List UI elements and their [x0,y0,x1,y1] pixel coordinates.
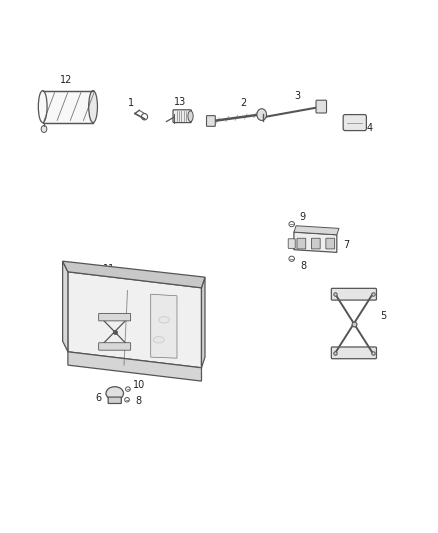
Text: 1: 1 [128,98,134,108]
FancyBboxPatch shape [326,238,335,249]
FancyBboxPatch shape [173,110,191,123]
Ellipse shape [153,337,164,343]
Text: 3: 3 [294,91,300,101]
Polygon shape [68,352,201,381]
Polygon shape [294,226,339,235]
Text: 9: 9 [300,212,306,222]
Ellipse shape [106,387,124,400]
FancyBboxPatch shape [343,115,367,131]
FancyBboxPatch shape [108,397,121,403]
FancyBboxPatch shape [99,343,131,350]
Polygon shape [294,232,337,252]
Text: 12: 12 [60,75,72,85]
Ellipse shape [188,111,193,122]
Bar [42,91,93,123]
FancyBboxPatch shape [332,288,376,300]
Text: 11: 11 [103,264,116,274]
Text: 5: 5 [380,311,387,320]
FancyBboxPatch shape [99,313,131,321]
Text: 2: 2 [240,99,246,108]
FancyBboxPatch shape [297,238,306,249]
Text: 10: 10 [133,380,145,390]
FancyBboxPatch shape [207,116,215,126]
Text: 8: 8 [300,261,307,271]
Polygon shape [68,272,201,368]
Ellipse shape [41,126,47,132]
Ellipse shape [88,91,97,123]
Text: 8: 8 [136,396,142,406]
Ellipse shape [159,317,170,323]
FancyBboxPatch shape [288,239,295,248]
Polygon shape [63,261,205,288]
Text: 7: 7 [343,240,350,249]
FancyBboxPatch shape [316,100,326,113]
Polygon shape [151,294,177,358]
Text: 4: 4 [367,123,373,133]
Text: 6: 6 [95,393,101,403]
Text: 13: 13 [173,98,186,107]
Ellipse shape [257,109,266,120]
Polygon shape [63,261,68,352]
Polygon shape [201,277,205,368]
FancyBboxPatch shape [332,347,376,359]
FancyBboxPatch shape [311,238,320,249]
Ellipse shape [38,91,47,123]
